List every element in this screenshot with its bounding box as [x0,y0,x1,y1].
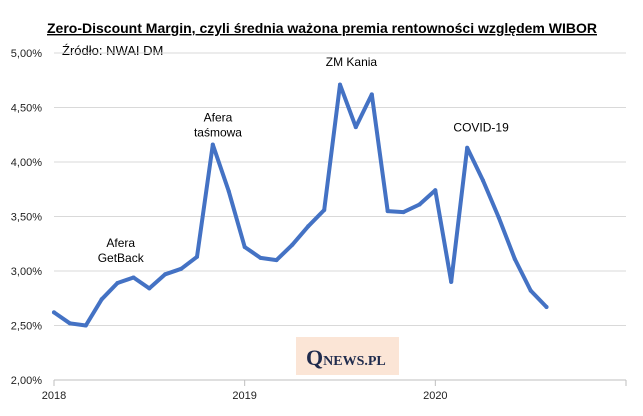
data-point [210,142,215,147]
data-point [195,254,199,259]
data-point [401,210,406,215]
annotation-label: Afera GetBack [98,236,145,265]
data-point [179,266,184,271]
annotation-label: ZM Kania [326,55,378,69]
data-point [274,258,279,263]
x-tick-label: 2019 [232,390,256,402]
data-point [67,321,72,326]
annotations: Afera GetBack Afera taśmowa ZM Kania COVID-19 [98,55,509,265]
data-point [131,275,136,280]
y-tick-label: 3,00% [11,266,42,278]
y-tick-labels: 2,00% 2,50% 3,00% 3,50% 4,00% 4,50% 5,00% [11,48,42,387]
data-point [433,188,438,193]
chart-source: Źródło: NWAI DM [62,43,163,58]
gridlines [54,52,626,381]
data-point [163,272,168,277]
svg-text:QNEWS.PL: QNEWS.PL [306,345,386,370]
data-point [369,92,374,97]
data-point [258,255,263,260]
data-point [481,178,485,183]
annotation-label: Afera taśmowa [194,111,242,140]
data-point [353,125,358,130]
data-point [99,297,104,302]
data-point [52,310,56,315]
data-point [449,279,454,284]
data-point [83,323,88,328]
y-tick-label: 3,50% [11,212,42,224]
y-tick-label: 4,00% [11,157,42,169]
y-tick-label: 2,00% [11,375,42,387]
chart-title: Zero-Discount Margin, czyli średnia ważo… [47,20,597,36]
series-group [52,82,549,328]
data-point [226,189,231,194]
series-line [52,82,549,328]
data-point [512,257,517,261]
y-tick-label: 4,50% [11,103,42,115]
x-tick-label: 2018 [42,390,66,402]
data-point [115,281,120,285]
data-point [322,208,327,212]
data-point [417,202,422,207]
data-point [290,242,295,247]
data-point [528,288,533,293]
y-tick-label: 5,00% [11,48,42,60]
annotation-label: COVID-19 [453,120,509,134]
y-tick-label: 2,50% [11,321,42,333]
data-point [147,286,152,291]
data-point [242,245,247,249]
data-point [385,209,390,214]
x-tick-labels: 2018 2019 2020 [42,380,627,402]
x-tick-label: 2020 [423,390,447,402]
logo-rest: NEWS.PL [323,354,386,369]
data-point [465,145,470,150]
data-point [544,305,549,309]
logo-q: Q [306,345,323,370]
data-point [496,215,501,220]
data-point [306,224,311,229]
qnews-logo: QNEWS.PL [296,337,399,375]
data-point [338,82,342,87]
